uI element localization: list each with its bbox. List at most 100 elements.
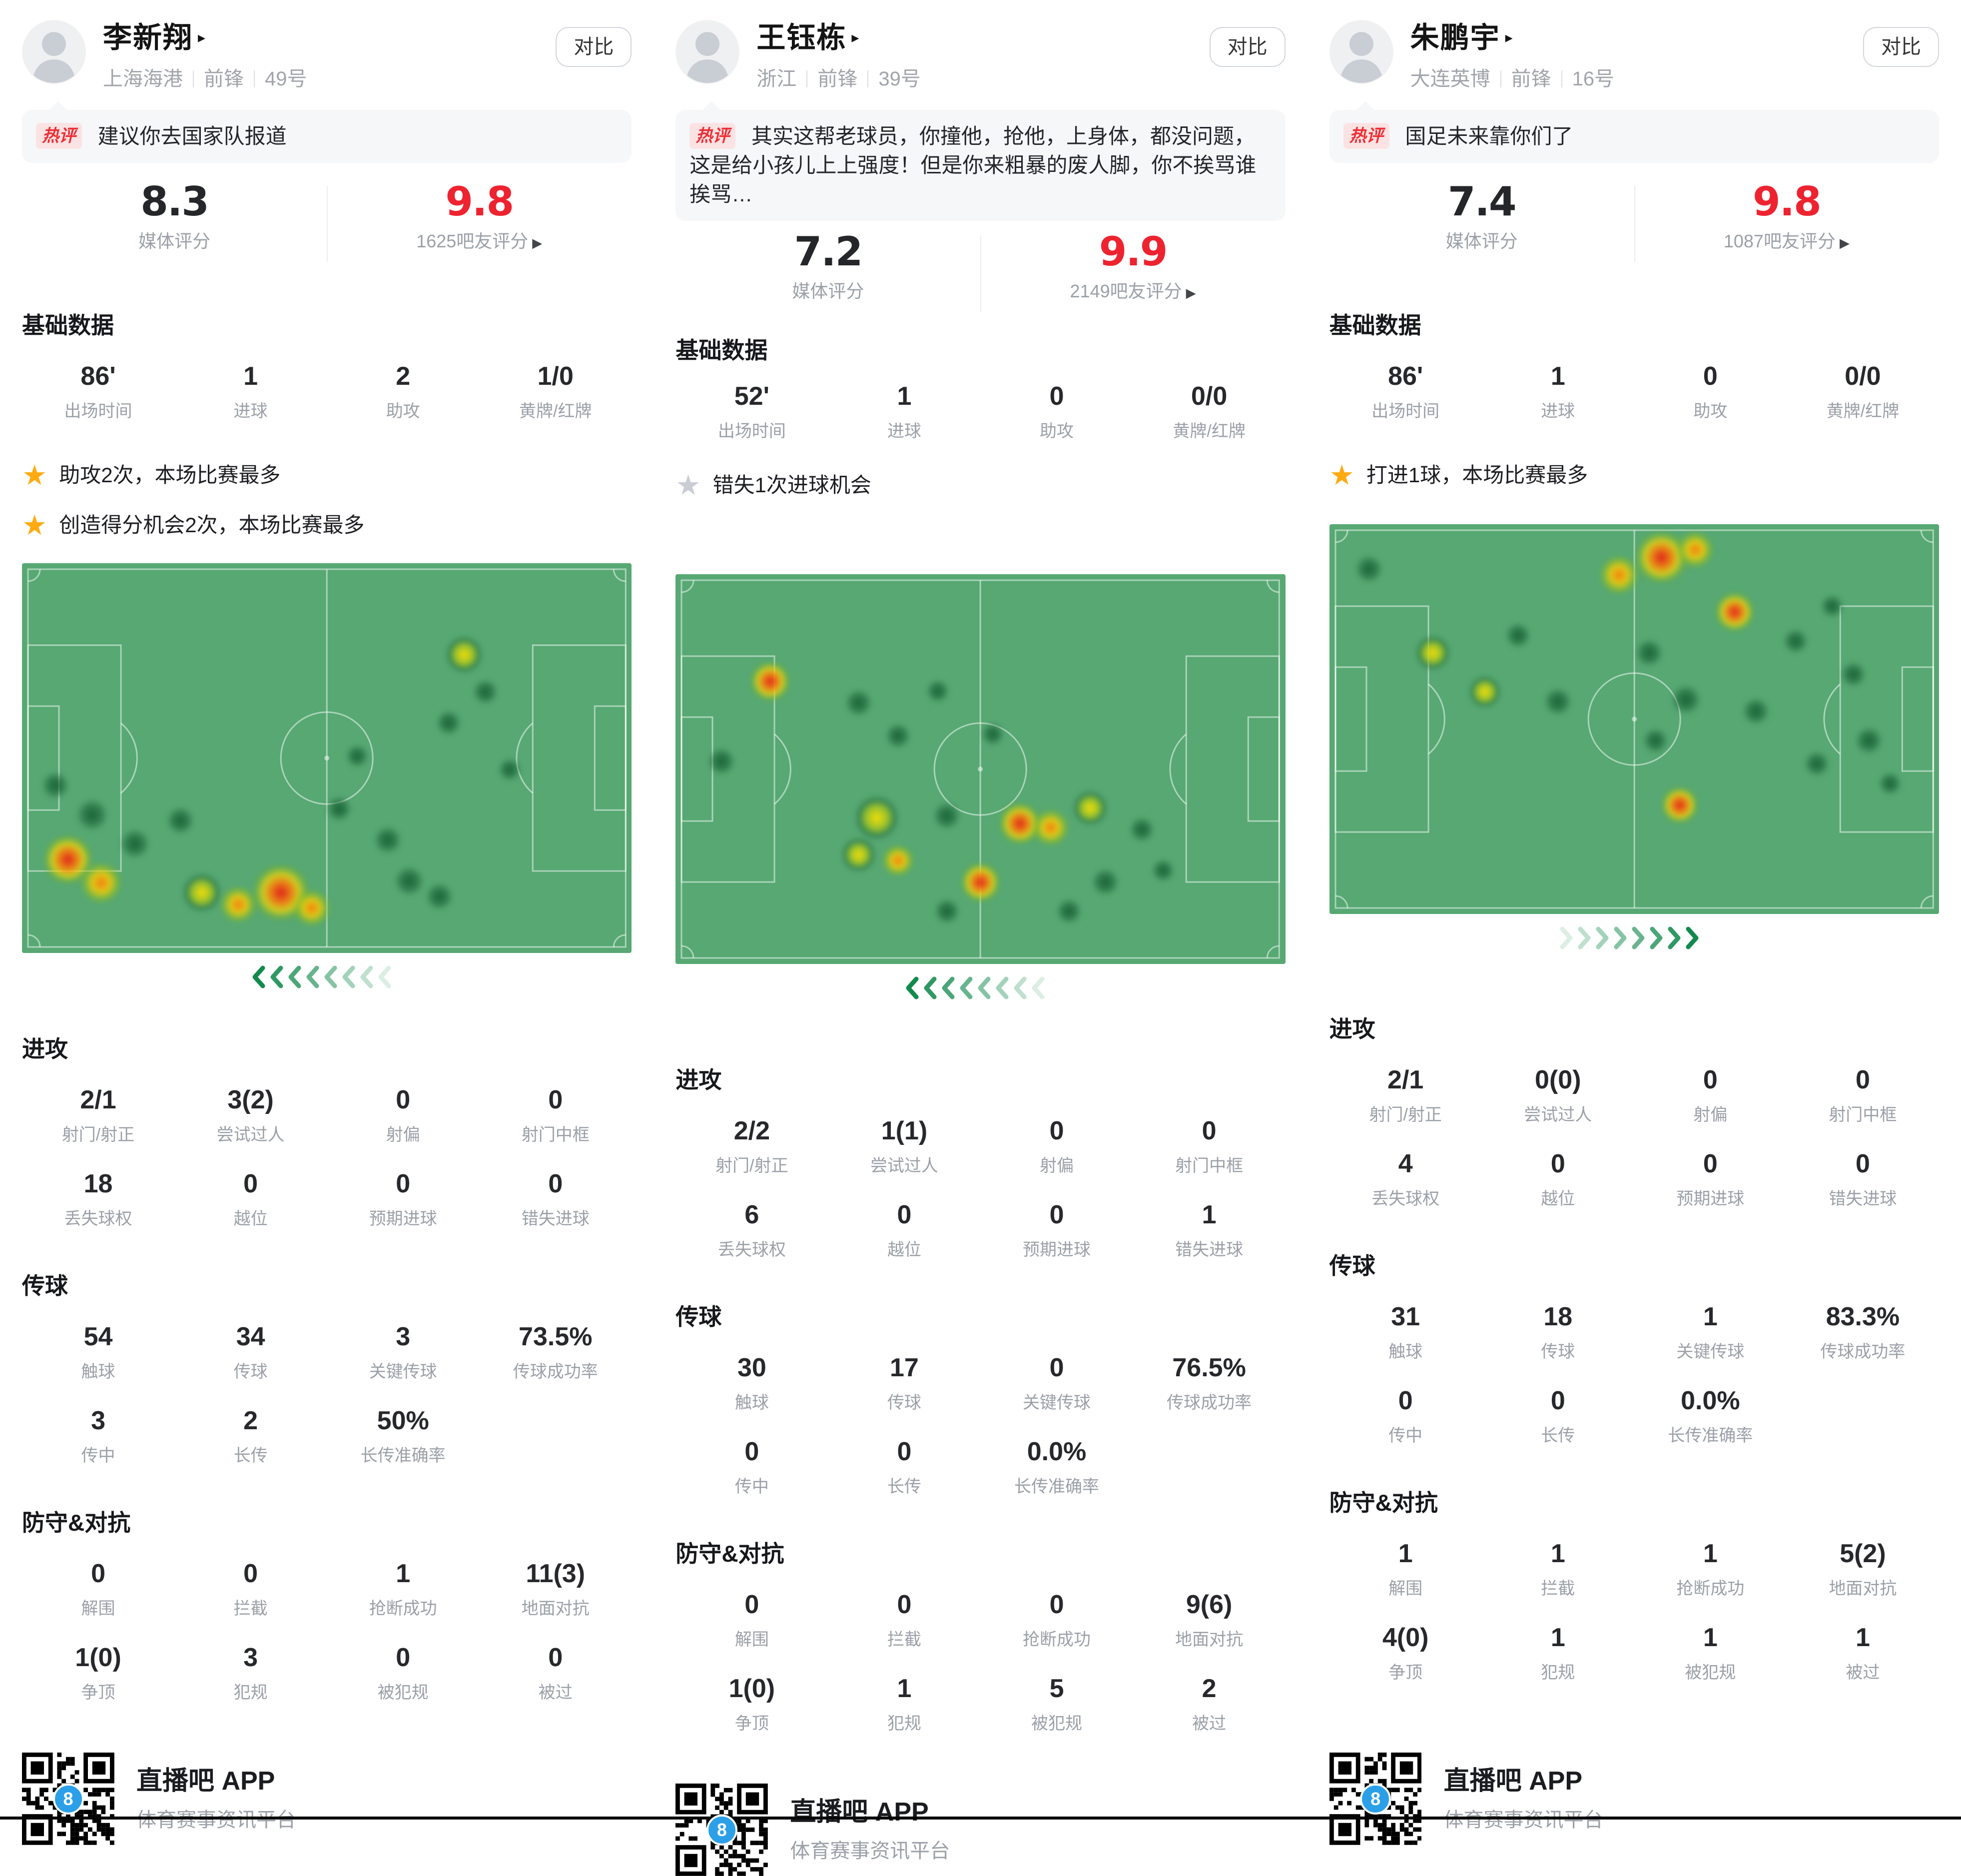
star-icon: ★: [22, 509, 47, 541]
hot-badge: 热评: [36, 123, 82, 149]
stat-cell: 2 长传: [233, 1406, 268, 1465]
stat-cell: 2/1 射门/射正: [61, 1085, 135, 1144]
media-rating-value: 8.3: [140, 178, 209, 225]
hot-comment-bubble[interactable]: 热评 建议你去国家队报道: [22, 110, 632, 163]
fan-rating-value: 9.8: [445, 178, 514, 225]
player-number: 49号: [265, 68, 307, 90]
stat-cell: 54 触球: [81, 1322, 115, 1381]
media-rating-value: 7.4: [1447, 178, 1517, 225]
chevron-right-icon: ▶: [532, 235, 543, 250]
player-name-row[interactable]: 王钰栋 ▸: [756, 22, 921, 54]
stat-value: 2: [396, 362, 411, 391]
stat-cell: 1 错失进球: [1175, 1200, 1244, 1259]
stat-cell: 0 射偏: [1040, 1116, 1074, 1175]
hot-comment-bubble[interactable]: 热评 其实这帮老球员，你撞他，抢他，上身体，都没问题，这是给小孩儿上上强度！但是…: [675, 110, 1286, 221]
stat-cell: 1 进球: [174, 362, 327, 421]
chevron-right-icon: ▶: [1186, 285, 1196, 300]
ratings-row: 8.3 媒体评分 9.8 1625吧友评分 ▶: [22, 178, 632, 262]
highlight-row: ★ 助攻2次，本场比赛最多: [22, 461, 632, 489]
fan-rating-label[interactable]: 1087吧友评分 ▶: [1634, 231, 1939, 253]
divider: [980, 236, 982, 312]
stat-cell: 11(3) 地面对抗: [521, 1559, 590, 1618]
stat-label: 出场时间: [64, 402, 132, 421]
fan-rating[interactable]: 9.8 1087吧友评分 ▶: [1634, 181, 1939, 253]
player-name-row[interactable]: 李新翔 ▸: [103, 22, 307, 54]
section-title-passing: 传球: [1329, 1253, 1375, 1279]
section-title-passing: 传球: [22, 1273, 68, 1299]
stat-cell: 1 抢断成功: [369, 1559, 437, 1618]
basic-stats-grid: 86' 出场时间 1 进球 0 助攻 0/0 黄牌/红牌: [1329, 362, 1939, 421]
hot-comment-text: 国足未来靠你们了: [1405, 124, 1573, 148]
stat-cell: 0 越位: [887, 1200, 921, 1259]
stat-cell: 4(0) 争顶: [1382, 1623, 1429, 1682]
hot-comment-text: 其实这帮老球员，你撞他，抢他，上身体，都没问题，这是给小孩儿上上强度！但是你来粗…: [689, 124, 1257, 206]
player-team-info: 浙江 前锋 39号: [756, 68, 921, 90]
player-name[interactable]: 李新翔: [103, 21, 193, 54]
player-team-info: 上海海港 前锋 49号: [103, 68, 307, 90]
stat-cell: 0 被犯规: [377, 1643, 429, 1702]
stat-value: 1/0: [537, 362, 574, 391]
compare-button[interactable]: 对比: [1863, 27, 1939, 67]
highlight-row: ★ 打进1球，本场比赛最多: [1329, 461, 1939, 489]
defense-stats-grid: 0 解围 0 拦截 1 抢断成功 11(3) 地面对抗 1(0) 争顶 3 犯规 0 被犯规 …: [22, 1560, 632, 1703]
section-title-basic-data: 基础数据: [675, 337, 768, 363]
compare-button[interactable]: 对比: [556, 27, 632, 67]
player-name[interactable]: 朱鹏宇: [1410, 21, 1500, 54]
section-title-basic-data: 基础数据: [1329, 312, 1421, 338]
app-tagline: 体育赛事资讯平台: [1443, 1809, 1604, 1831]
media-rating-value: 7.2: [794, 228, 863, 275]
highlight-text: 错失1次进球机会: [712, 473, 871, 497]
defense-stats-grid: 0 解围 0 拦截 0 抢断成功 9(6) 地面对抗 1(0) 争顶 1 犯规 5 被犯规 2…: [675, 1591, 1285, 1734]
stat-cell: 1(0) 争顶: [75, 1643, 121, 1702]
star-icon: ★: [1329, 459, 1354, 491]
player-name-row[interactable]: 朱鹏宇 ▸: [1410, 22, 1615, 54]
player-number: 16号: [1572, 68, 1615, 90]
section-title-attack: 进攻: [675, 1067, 722, 1093]
passing-stats-grid: 31 触球 18 传球 1 关键传球 83.3% 传球成功率 0 传中 0 长传 0.0% 长…: [1329, 1303, 1939, 1446]
stat-cell: 0 被过: [538, 1643, 573, 1702]
hot-badge: 热评: [1343, 123, 1389, 149]
stat-cell: 2 助攻: [327, 362, 479, 421]
chevron-right-icon: ▸: [1505, 29, 1513, 46]
stat-cell: 1 被过: [1846, 1623, 1880, 1682]
app-name: 直播吧 APP: [790, 1797, 929, 1827]
stat-cell: 3 关键传球: [369, 1322, 437, 1381]
stat-cell: 0 解围: [81, 1559, 115, 1618]
compare-button[interactable]: 对比: [1209, 27, 1286, 67]
stat-cell: 9(6) 地面对抗: [1175, 1590, 1244, 1649]
media-rating-label: 媒体评分: [138, 231, 211, 251]
highlight-text: 助攻2次，本场比赛最多: [59, 463, 281, 487]
stat-cell: 0.0% 长传准确率: [1668, 1386, 1753, 1445]
highlight-row: ★ 错失1次进球机会: [675, 471, 1285, 499]
fan-rating-label[interactable]: 1625吧友评分 ▶: [327, 231, 632, 253]
divider: [193, 70, 194, 87]
stat-cell: 73.5% 传球成功率: [513, 1322, 598, 1381]
stat-cell: 1 被犯规: [1685, 1623, 1736, 1682]
stat-cell: 0 预期进球: [1676, 1149, 1745, 1208]
media-rating: 7.2 媒体评分: [675, 231, 980, 303]
stat-cell: 0 助攻: [1040, 382, 1074, 441]
stat-cell: 3(2) 尝试过人: [216, 1085, 285, 1144]
stat-cell: 2/1 射门/射正: [1369, 1065, 1442, 1124]
player-avatar[interactable]: [675, 20, 740, 84]
divider: [867, 70, 869, 87]
app-tagline: 体育赛事资讯平台: [790, 1840, 950, 1862]
zhibo8-logo: 8: [52, 1783, 84, 1815]
fan-rating[interactable]: 9.9 2149吧友评分 ▶: [981, 231, 1286, 303]
person-silhouette-icon: [32, 32, 76, 83]
stat-cell: 1 进球: [887, 382, 921, 441]
fan-rating-label[interactable]: 2149吧友评分 ▶: [981, 281, 1286, 303]
stat-cell: 0 传中: [734, 1437, 769, 1496]
stat-cell: 3 传中: [81, 1406, 115, 1465]
section-title-defense: 防守&对抗: [675, 1541, 784, 1567]
player-avatar[interactable]: [22, 20, 86, 84]
player-name[interactable]: 王钰栋: [756, 21, 847, 54]
hot-comment-bubble[interactable]: 热评 国足未来靠你们了: [1329, 110, 1939, 163]
player-team-info: 大连英博 前锋 16号: [1410, 68, 1615, 90]
person-silhouette-icon: [1339, 32, 1383, 83]
player-avatar[interactable]: [1329, 20, 1393, 84]
fan-rating[interactable]: 9.8 1625吧友评分 ▶: [327, 181, 632, 253]
stat-cell: 1 解围: [1388, 1539, 1423, 1598]
